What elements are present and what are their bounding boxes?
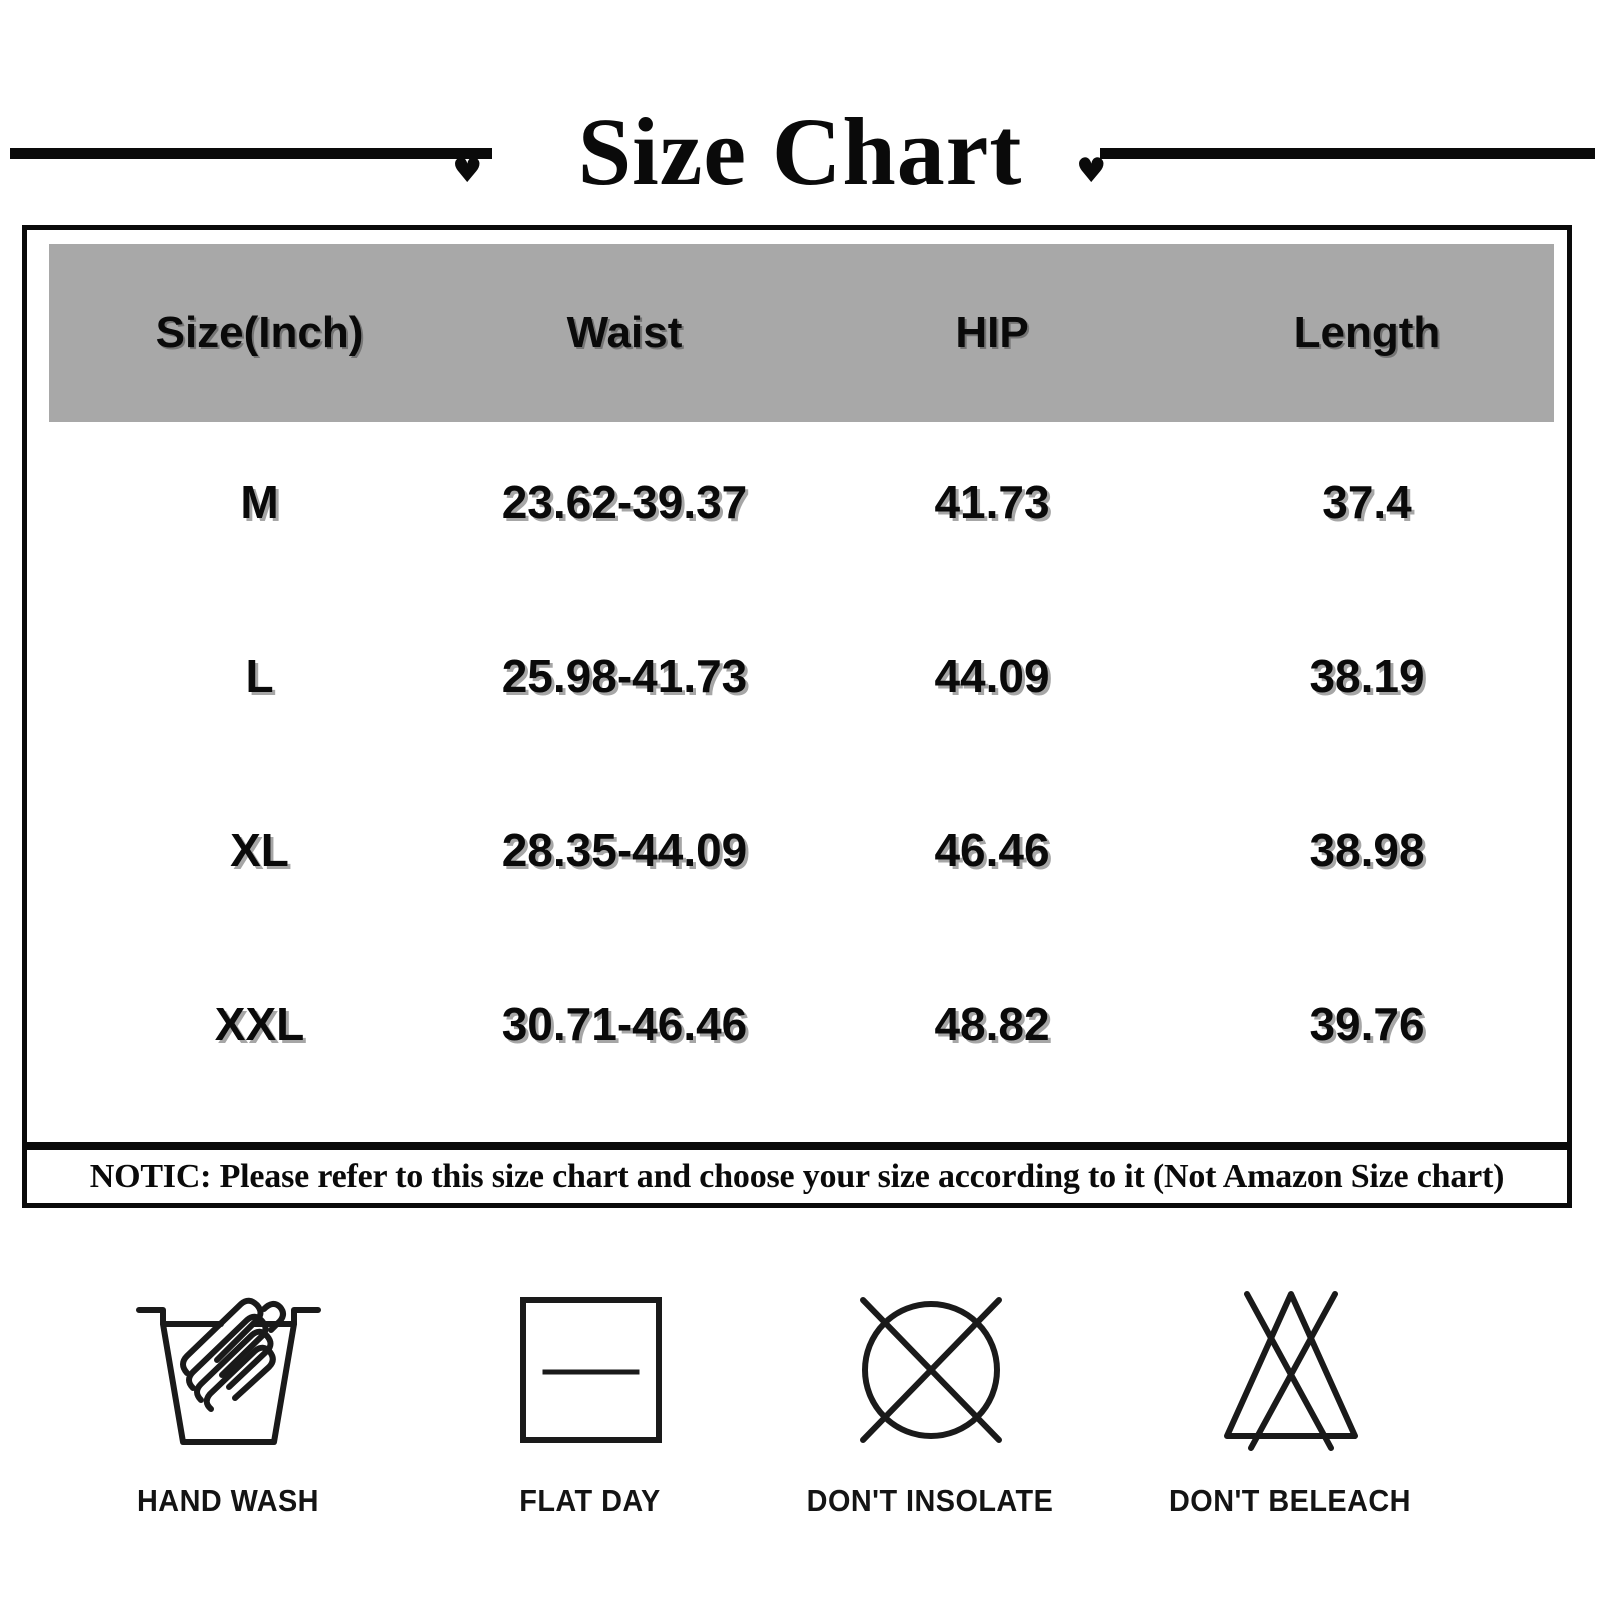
cell-size: L bbox=[245, 650, 274, 702]
care-symbol-do-not-insolate: DON'T INSOLATE bbox=[760, 1268, 1100, 1598]
cell-waist: 30.71-46.46 bbox=[501, 998, 748, 1050]
cell-hip: 48.82 bbox=[934, 998, 1050, 1050]
table-row: L 25.98-41.73 44.09 38.19 bbox=[27, 640, 1567, 712]
do-not-insolate-icon bbox=[760, 1268, 1100, 1483]
cell-waist: 28.35-44.09 bbox=[501, 824, 748, 876]
title-rule-left bbox=[10, 148, 492, 159]
notice-text: NOTIC: Please refer to this size chart a… bbox=[89, 1157, 1505, 1195]
cell-hip: 41.73 bbox=[934, 476, 1050, 528]
page-title: Size Chart bbox=[577, 98, 1023, 205]
care-symbol-do-not-bleach: DON'T BELEACH bbox=[1120, 1268, 1460, 1598]
cell-size: XL bbox=[230, 824, 289, 876]
table-row: XXL 30.71-46.46 48.82 39.76 bbox=[27, 988, 1567, 1060]
table-row: XL 28.35-44.09 46.46 38.98 bbox=[27, 814, 1567, 886]
notice-divider bbox=[27, 1142, 1567, 1150]
cell-waist: 25.98-41.73 bbox=[501, 650, 748, 702]
heart-icon-right: ♥ bbox=[1076, 151, 1107, 191]
notice-row: NOTIC: Please refer to this size chart a… bbox=[27, 1150, 1567, 1203]
column-header-hip: HIP bbox=[955, 308, 1029, 357]
flat-dry-icon bbox=[420, 1268, 760, 1483]
care-label-do-not-insolate: DON'T INSOLATE bbox=[806, 1483, 1054, 1518]
cell-length: 38.98 bbox=[1309, 824, 1425, 876]
title-rule-right bbox=[1100, 148, 1595, 159]
cell-size: M bbox=[240, 476, 279, 528]
column-header-size: Size(Inch) bbox=[155, 308, 364, 357]
care-label-do-not-bleach: DON'T BELEACH bbox=[1169, 1483, 1411, 1518]
table-header-row: Size(Inch) Waist HIP Length bbox=[27, 244, 1567, 422]
care-symbol-hand-wash: HAND WASH bbox=[58, 1268, 398, 1598]
size-chart-table: Size(Inch) Waist HIP Length M 23.62-39.3… bbox=[22, 225, 1572, 1208]
hand-wash-icon bbox=[58, 1268, 398, 1483]
care-label-hand-wash: HAND WASH bbox=[137, 1483, 319, 1518]
column-header-length: Length bbox=[1293, 308, 1441, 357]
page-title-band: ♥ ♥ Size Chart bbox=[0, 96, 1600, 216]
do-not-bleach-icon bbox=[1120, 1268, 1460, 1483]
cell-length: 38.19 bbox=[1309, 650, 1425, 702]
column-header-waist: Waist bbox=[566, 308, 683, 357]
table-header-background bbox=[49, 244, 1554, 422]
cell-size: XXL bbox=[214, 998, 305, 1050]
heart-icon-left: ♥ bbox=[452, 151, 483, 191]
care-symbol-flat-dry: FLAT DAY bbox=[420, 1268, 760, 1598]
cell-hip: 44.09 bbox=[934, 650, 1050, 702]
table-row: M 23.62-39.37 41.73 37.4 bbox=[27, 466, 1567, 538]
care-label-flat-dry: FLAT DAY bbox=[519, 1483, 661, 1518]
cell-length: 37.4 bbox=[1322, 476, 1412, 528]
care-symbols-strip: HAND WASH FLAT DAY DON'T INSOLATE bbox=[0, 1268, 1600, 1598]
cell-waist: 23.62-39.37 bbox=[501, 476, 748, 528]
cell-hip: 46.46 bbox=[934, 824, 1050, 876]
cell-length: 39.76 bbox=[1309, 998, 1425, 1050]
